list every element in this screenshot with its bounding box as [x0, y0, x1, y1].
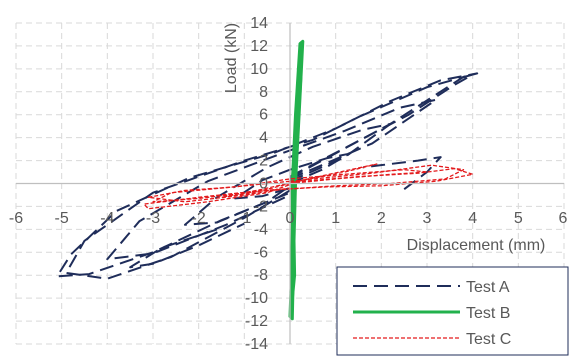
hysteresis-loop	[220, 163, 378, 198]
x-tick-label: 0	[286, 210, 295, 227]
hysteresis-loop	[184, 122, 392, 226]
legend: Test A Test B Test C	[336, 266, 569, 356]
x-tick-label: 1	[331, 210, 340, 227]
x-tick-label: -4	[100, 210, 114, 227]
x-tick-label: 2	[377, 210, 386, 227]
x-tick-label: 6	[559, 210, 568, 227]
y-tick-label: 8	[259, 84, 268, 101]
x-tick-label: -1	[237, 210, 251, 227]
series-test-a	[56, 72, 479, 280]
y-tick-label: 10	[250, 61, 268, 78]
x-tick-label: -2	[192, 210, 206, 227]
y-tick-label: -10	[245, 290, 268, 307]
x-tick-label: -5	[55, 210, 69, 227]
x-axis-title: Displacement (mm)	[407, 237, 546, 254]
hysteresis-loop	[106, 98, 438, 261]
y-axis-title: Load (kN)	[223, 23, 240, 93]
y-tick-label: 14	[250, 15, 268, 32]
y-tick-label: 6	[259, 107, 268, 124]
x-tick-label: 3	[423, 210, 432, 227]
y-tick-label: -6	[254, 244, 268, 261]
legend-label: Test B	[466, 305, 510, 322]
y-tick-label: 4	[259, 130, 268, 147]
y-tick-label: -14	[245, 336, 268, 353]
x-tick-label: 4	[468, 210, 477, 227]
hysteresis-loop	[362, 156, 442, 190]
hysteresis-loop	[129, 222, 245, 269]
y-tick-label: -4	[254, 221, 268, 238]
y-tick-label: -8	[254, 267, 268, 284]
y-tick-label: -12	[245, 313, 268, 330]
axes	[16, 23, 564, 344]
y-tick-label: -2	[254, 198, 268, 215]
tick-labels: -6 -5 -4 -3 -2 -1 0 1 2 3 4 5 6-14-12-10-8-6-4-20246…	[9, 15, 568, 353]
x-tick-label: -6	[9, 210, 23, 227]
x-tick-label: 5	[514, 210, 523, 227]
y-tick-label: 0	[259, 176, 268, 193]
x-tick-label: -3	[146, 210, 160, 227]
y-tick-label: 2	[259, 153, 268, 170]
y-tick-label: 12	[250, 38, 268, 55]
series-test-c	[143, 163, 474, 210]
legend-label: Test A	[466, 279, 510, 296]
legend-label: Test C	[466, 331, 511, 348]
